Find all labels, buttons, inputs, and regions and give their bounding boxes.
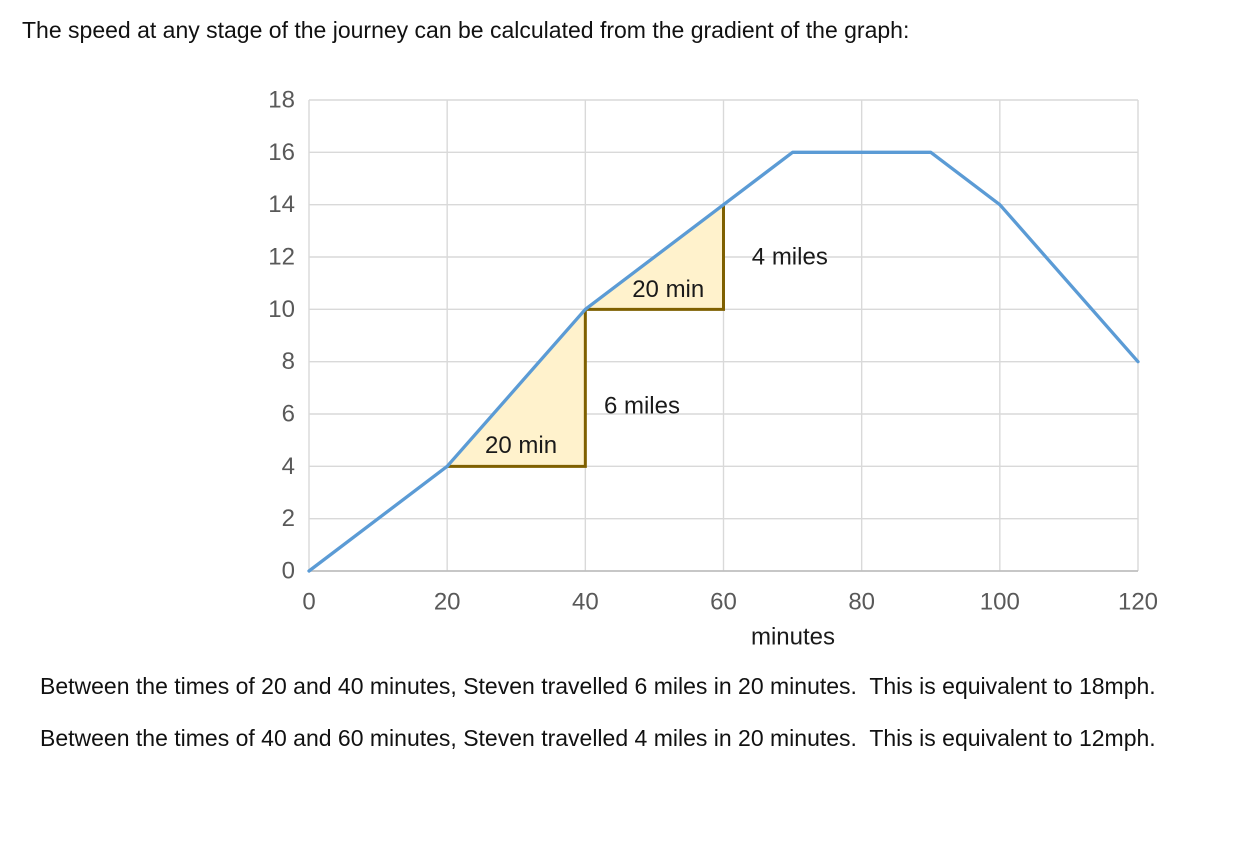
x-tick-label: 60	[710, 589, 737, 616]
distance-time-chart: 20 min 6 miles 20 min 4 miles 0 2 4 6 8 10 12 14 16…	[268, 87, 1158, 651]
x-tick-label: 40	[572, 589, 599, 616]
y-tick-label: 4	[282, 453, 295, 480]
x-tick-label: 120	[1118, 589, 1158, 616]
gridlines	[308, 99, 1139, 572]
explanation-paragraph-2: Between the times of 40 and 60 minutes, …	[40, 725, 1156, 751]
x-tick-label: 20	[434, 589, 461, 616]
explanation-paragraphs: Between the times of 20 and 40 minutes, …	[40, 668, 1235, 772]
x-tick-label: 80	[848, 589, 875, 616]
triangle-label: 20 min	[632, 276, 704, 303]
y-tick-label: 14	[268, 191, 295, 218]
y-tick-label: 8	[282, 348, 295, 375]
x-tick-label: 0	[302, 589, 315, 616]
y-tick-label: 16	[268, 139, 295, 166]
lesson-heading: The speed at any stage of the journey ca…	[22, 17, 910, 43]
y-tick-label: 6	[282, 401, 295, 428]
y-tick-label: 18	[268, 87, 295, 114]
y-tick-label: 10	[268, 296, 295, 323]
axis-tick-labels: 0 2 4 6 8 10 12 14 16 18 0 20 40 60 80 100 120	[268, 87, 1158, 616]
gradient-triangle-fill	[447, 309, 586, 467]
y-tick-label: 2	[282, 505, 295, 532]
triangle-label: 20 min	[485, 432, 557, 459]
chart-container: 20 min 6 miles 20 min 4 miles 0 2 4 6 8 10 12 14 16…	[0, 60, 1255, 660]
y-tick-label: 12	[268, 244, 295, 271]
gradient-triangle-legs	[447, 309, 587, 468]
axis-title: minutes	[751, 624, 835, 651]
x-tick-label: 100	[980, 589, 1020, 616]
x-axis-title: minutes	[751, 624, 835, 651]
journey-polyline	[307, 150, 1140, 573]
triangle-label: 4 miles	[752, 244, 828, 271]
y-tick-label: 0	[282, 558, 295, 585]
explanation-paragraph-1: Between the times of 20 and 40 minutes, …	[40, 673, 1156, 699]
journey-line	[307, 150, 1140, 573]
triangle-annotations: 20 min 6 miles 20 min 4 miles	[447, 204, 828, 468]
gradient-triangle-legs	[585, 204, 725, 311]
triangle-label: 6 miles	[604, 393, 680, 420]
